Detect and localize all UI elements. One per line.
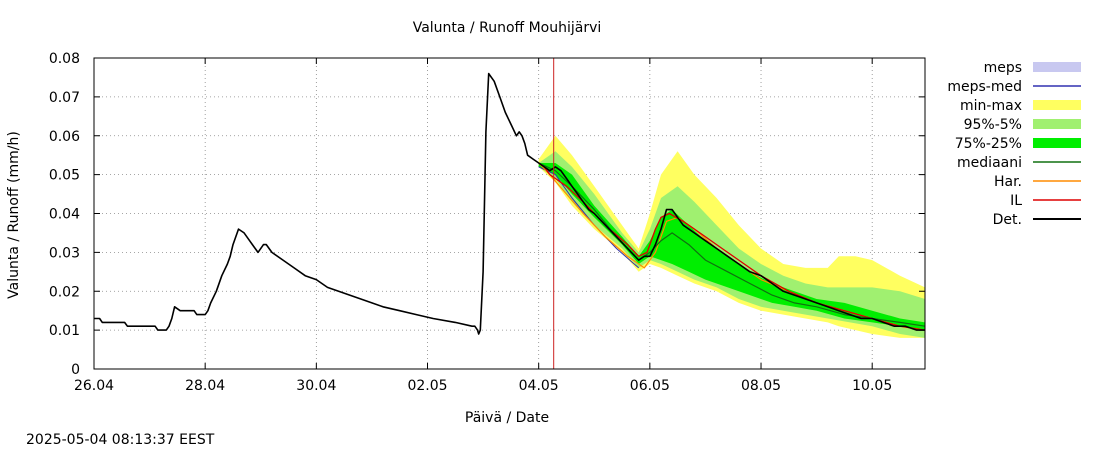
- legend-label-mediaani: mediaani: [957, 155, 1022, 171]
- y-axis-label: Valunta / Runoff (mm/h): [6, 131, 22, 299]
- x-tick-label: 26.04: [74, 378, 114, 394]
- band-min-max: [538, 135, 925, 338]
- y-tick-label: 0.08: [49, 51, 80, 67]
- y-tick-label: 0: [71, 362, 80, 378]
- band-95-5-: [538, 151, 925, 338]
- x-tick-label: 06.05: [630, 378, 670, 394]
- legend-label-95-5: 95%-5%: [964, 117, 1022, 133]
- x-tick-label: 04.05: [519, 378, 559, 394]
- legend-swatch-meps: [1033, 62, 1081, 72]
- legend-label-meps: meps: [984, 60, 1022, 76]
- x-tick-label: 28.04: [185, 378, 225, 394]
- bands: [538, 135, 925, 338]
- x-tick-label: 10.05: [852, 378, 892, 394]
- x-axis-label: Päivä / Date: [465, 410, 549, 426]
- timestamp: 2025-05-04 08:13:37 EEST: [26, 432, 215, 448]
- legend-label-det: Det.: [993, 212, 1022, 228]
- legend: meps meps-med min-max 95%-5% 75%-25% mediaani…: [947, 60, 1081, 228]
- legend-swatch-75-25: [1033, 138, 1081, 148]
- y-tick-label: 0.07: [49, 90, 80, 106]
- y-tick-label: 0.02: [49, 284, 80, 300]
- series-meps-med: [538, 166, 640, 269]
- x-tick-label: 30.04: [296, 378, 336, 394]
- legend-label-har: Har.: [994, 174, 1022, 190]
- legend-label-min-max: min-max: [960, 98, 1022, 114]
- legend-label-meps-med: meps-med: [947, 79, 1022, 95]
- series-det: [94, 72, 925, 335]
- y-tick-label: 0.04: [49, 207, 80, 223]
- series-mediaani: [538, 162, 926, 327]
- x-tick-label: 02.05: [407, 378, 447, 394]
- axis-ticks: 0 0.01 0.02 0.03 0.04 0.05 0.06 0.07 0.08 26.04 28…: [49, 51, 925, 394]
- chart-title: Valunta / Runoff Mouhijärvi: [413, 20, 602, 36]
- y-tick-label: 0.06: [49, 129, 80, 145]
- legend-swatch-min-max: [1033, 100, 1081, 110]
- series-lines: [94, 72, 926, 335]
- y-tick-label: 0.05: [49, 168, 80, 184]
- y-tick-label: 0.01: [49, 323, 80, 339]
- y-tick-label: 0.03: [49, 245, 80, 261]
- grid: [94, 58, 925, 369]
- x-tick-label: 08.05: [741, 378, 781, 394]
- legend-label-il: IL: [1010, 193, 1022, 209]
- legend-label-75-25: 75%-25%: [955, 136, 1022, 152]
- legend-swatch-95-5: [1033, 119, 1081, 129]
